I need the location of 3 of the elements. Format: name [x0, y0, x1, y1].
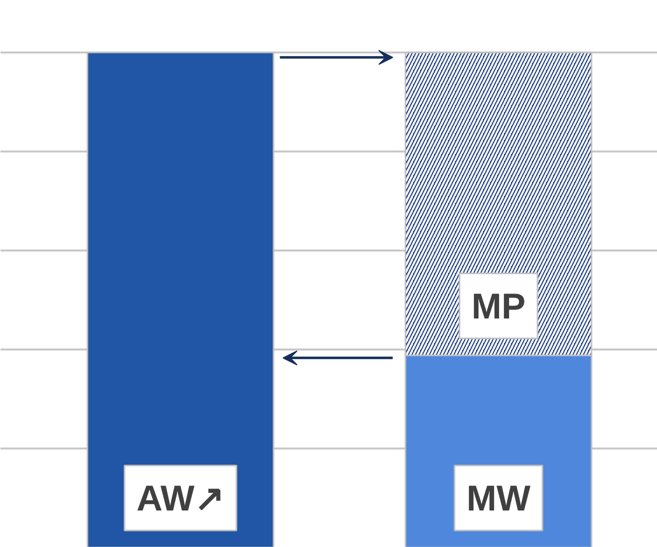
- series-label: AW↗: [136, 478, 224, 518]
- series-label: MP: [471, 285, 526, 326]
- series-label: MW: [466, 478, 530, 518]
